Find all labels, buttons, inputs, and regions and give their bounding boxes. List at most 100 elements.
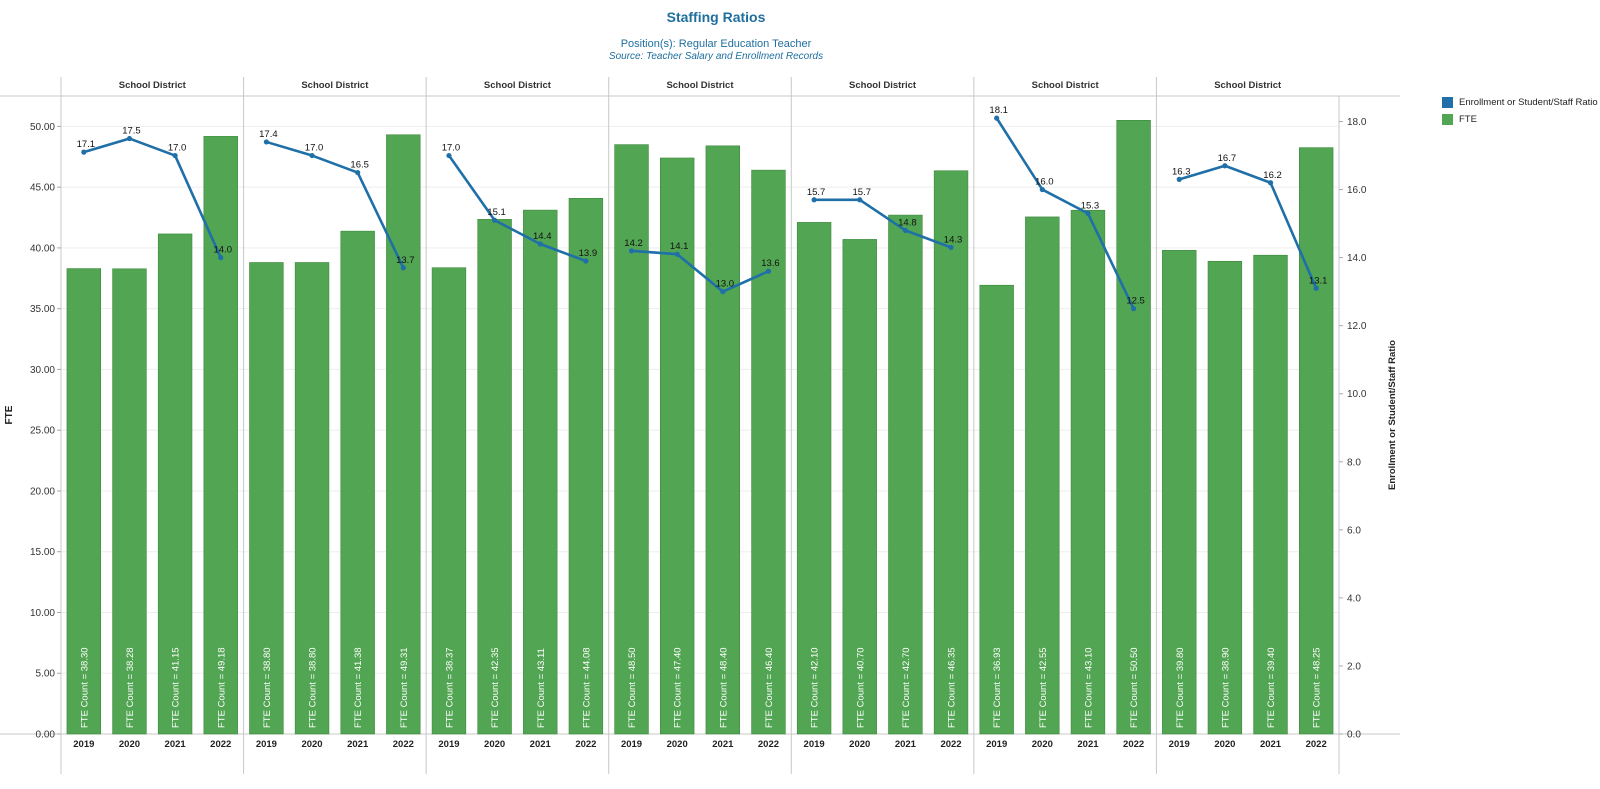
legend-item-fte[interactable]: FTE — [1442, 111, 1598, 128]
panel-header: School District — [1214, 80, 1282, 91]
ratio-point — [1131, 306, 1137, 312]
fte-bar — [888, 214, 923, 735]
x-tick-label: 2022 — [1123, 739, 1144, 750]
panel-header: School District — [301, 80, 369, 91]
y-tick-label: 5.00 — [36, 669, 56, 680]
fte-bar-label: FTE Count = 43.11 — [536, 648, 547, 728]
fte-bar-label: FTE Count = 36.93 — [992, 647, 1003, 728]
fte-bar — [568, 198, 604, 735]
fte-bar — [112, 268, 147, 735]
fte-bar-label: FTE Count = 38.80 — [262, 647, 273, 728]
chart-subtitle: Position(s): Regular Education Teacher — [620, 38, 812, 50]
panel-header: School District — [666, 80, 734, 91]
fte-bar-label: FTE Count = 38.90 — [1220, 647, 1231, 728]
y-tick-label: 10.00 — [30, 608, 55, 619]
ratio-line — [814, 198, 952, 249]
legend-swatch-fte — [1442, 114, 1453, 125]
fte-bar-label: FTE Count = 42.70 — [901, 647, 912, 728]
fte-bar — [523, 209, 558, 735]
y-tick-label: 25.00 — [30, 426, 55, 437]
ratio-point — [674, 251, 680, 257]
x-tick-label: 2021 — [165, 739, 187, 750]
ratio-point — [1313, 285, 1319, 291]
chart-title: Staffing Ratios — [666, 9, 766, 25]
ratio-point — [811, 197, 817, 203]
y2-axis-title: Enrollment or Student/Staff Ratio — [1387, 340, 1398, 490]
ratio-line — [447, 154, 587, 263]
ratio-point — [1039, 186, 1045, 193]
ratio-point — [1267, 180, 1274, 186]
x-tick-label: 2019 — [256, 739, 277, 750]
x-tick-label: 2021 — [347, 739, 369, 750]
x-tick-label: 2021 — [712, 739, 734, 750]
x-tick-label: 2020 — [1032, 739, 1053, 750]
ratio-data-label: 13.6 — [761, 258, 780, 269]
y-tick-label: 40.00 — [30, 243, 55, 254]
ratio-data-label: 13.1 — [1309, 275, 1328, 286]
ratio-data-label: 14.0 — [214, 245, 233, 256]
ratio-line — [83, 137, 222, 259]
fte-bar-label: FTE Count = 46.35 — [947, 647, 958, 728]
fte-bar — [1070, 209, 1106, 735]
y2-tick-label: 16.0 — [1347, 185, 1367, 196]
y2-tick-label: 12.0 — [1347, 321, 1367, 332]
ratio-data-label: 12.5 — [1126, 296, 1145, 307]
ratio-point — [1176, 176, 1182, 182]
y2-tick-label: 10.0 — [1347, 389, 1367, 400]
y2-tick-label: 4.0 — [1347, 593, 1361, 604]
panel-header: School District — [1032, 80, 1100, 91]
fte-bar — [1025, 216, 1060, 735]
ratio-data-label: 14.2 — [624, 238, 643, 249]
fte-bar-label: FTE Count = 38.28 — [125, 647, 136, 728]
ratio-line — [995, 117, 1135, 310]
ratio-data-label: 14.4 — [533, 231, 552, 242]
fte-bar — [796, 222, 832, 735]
fte-bar-label: FTE Count = 41.15 — [171, 647, 182, 728]
fte-bar-label: FTE Count = 42.35 — [490, 647, 501, 728]
legend-item-ratio[interactable]: Enrollment or Student/Staff Ratio — [1442, 94, 1598, 111]
fte-bar — [751, 169, 786, 735]
ratio-data-label: 13.0 — [716, 279, 735, 290]
ratio-point — [81, 149, 87, 155]
x-tick-label: 2019 — [73, 739, 94, 750]
ratio-point — [1085, 210, 1091, 216]
fte-bar-label: FTE Count = 42.55 — [1038, 647, 1049, 728]
x-tick-label: 2019 — [1169, 739, 1190, 750]
ratio-data-label: 18.1 — [989, 105, 1008, 116]
ratio-data-label: 15.7 — [807, 187, 826, 198]
x-tick-label: 2019 — [986, 739, 1007, 750]
x-tick-label: 2022 — [393, 739, 414, 750]
fte-bar-label: FTE Count = 38.80 — [308, 647, 319, 728]
ratio-data-label: 14.8 — [898, 217, 917, 228]
fte-bar — [614, 144, 649, 735]
x-tick-label: 2022 — [1306, 739, 1327, 750]
ratio-data-label: 16.2 — [1263, 170, 1282, 181]
fte-bar-label: FTE Count = 39.40 — [1266, 647, 1277, 728]
legend-label-ratio: Enrollment or Student/Staff Ratio — [1459, 97, 1598, 108]
ratio-data-label: 13.9 — [579, 248, 598, 259]
ratio-line — [631, 249, 769, 293]
ratio-point — [263, 139, 269, 145]
ratio-point — [857, 197, 863, 203]
fte-bar-label: FTE Count = 38.30 — [79, 647, 90, 728]
y2-tick-label: 18.0 — [1347, 117, 1367, 128]
fte-bar-label: FTE Count = 39.80 — [1175, 647, 1186, 728]
fte-bar-label: FTE Count = 43.10 — [1083, 647, 1094, 728]
x-tick-label: 2021 — [530, 739, 552, 750]
y2-tick-label: 0.0 — [1347, 730, 1361, 741]
ratio-point — [537, 241, 543, 247]
x-tick-label: 2022 — [758, 739, 779, 750]
ratio-point — [446, 152, 452, 159]
x-tick-label: 2020 — [301, 739, 322, 750]
fte-bar — [1207, 260, 1243, 735]
fte-bar — [1253, 254, 1288, 735]
ratio-data-label: 16.7 — [1218, 153, 1237, 164]
fte-bar — [477, 219, 512, 735]
ratio-data-label: 14.3 — [944, 234, 963, 245]
x-tick-label: 2019 — [804, 739, 825, 750]
ratio-line — [266, 140, 405, 269]
fte-bar — [203, 136, 238, 735]
x-tick-label: 2022 — [575, 739, 596, 750]
y2-tick-label: 14.0 — [1347, 253, 1367, 264]
fte-bar — [979, 284, 1014, 735]
